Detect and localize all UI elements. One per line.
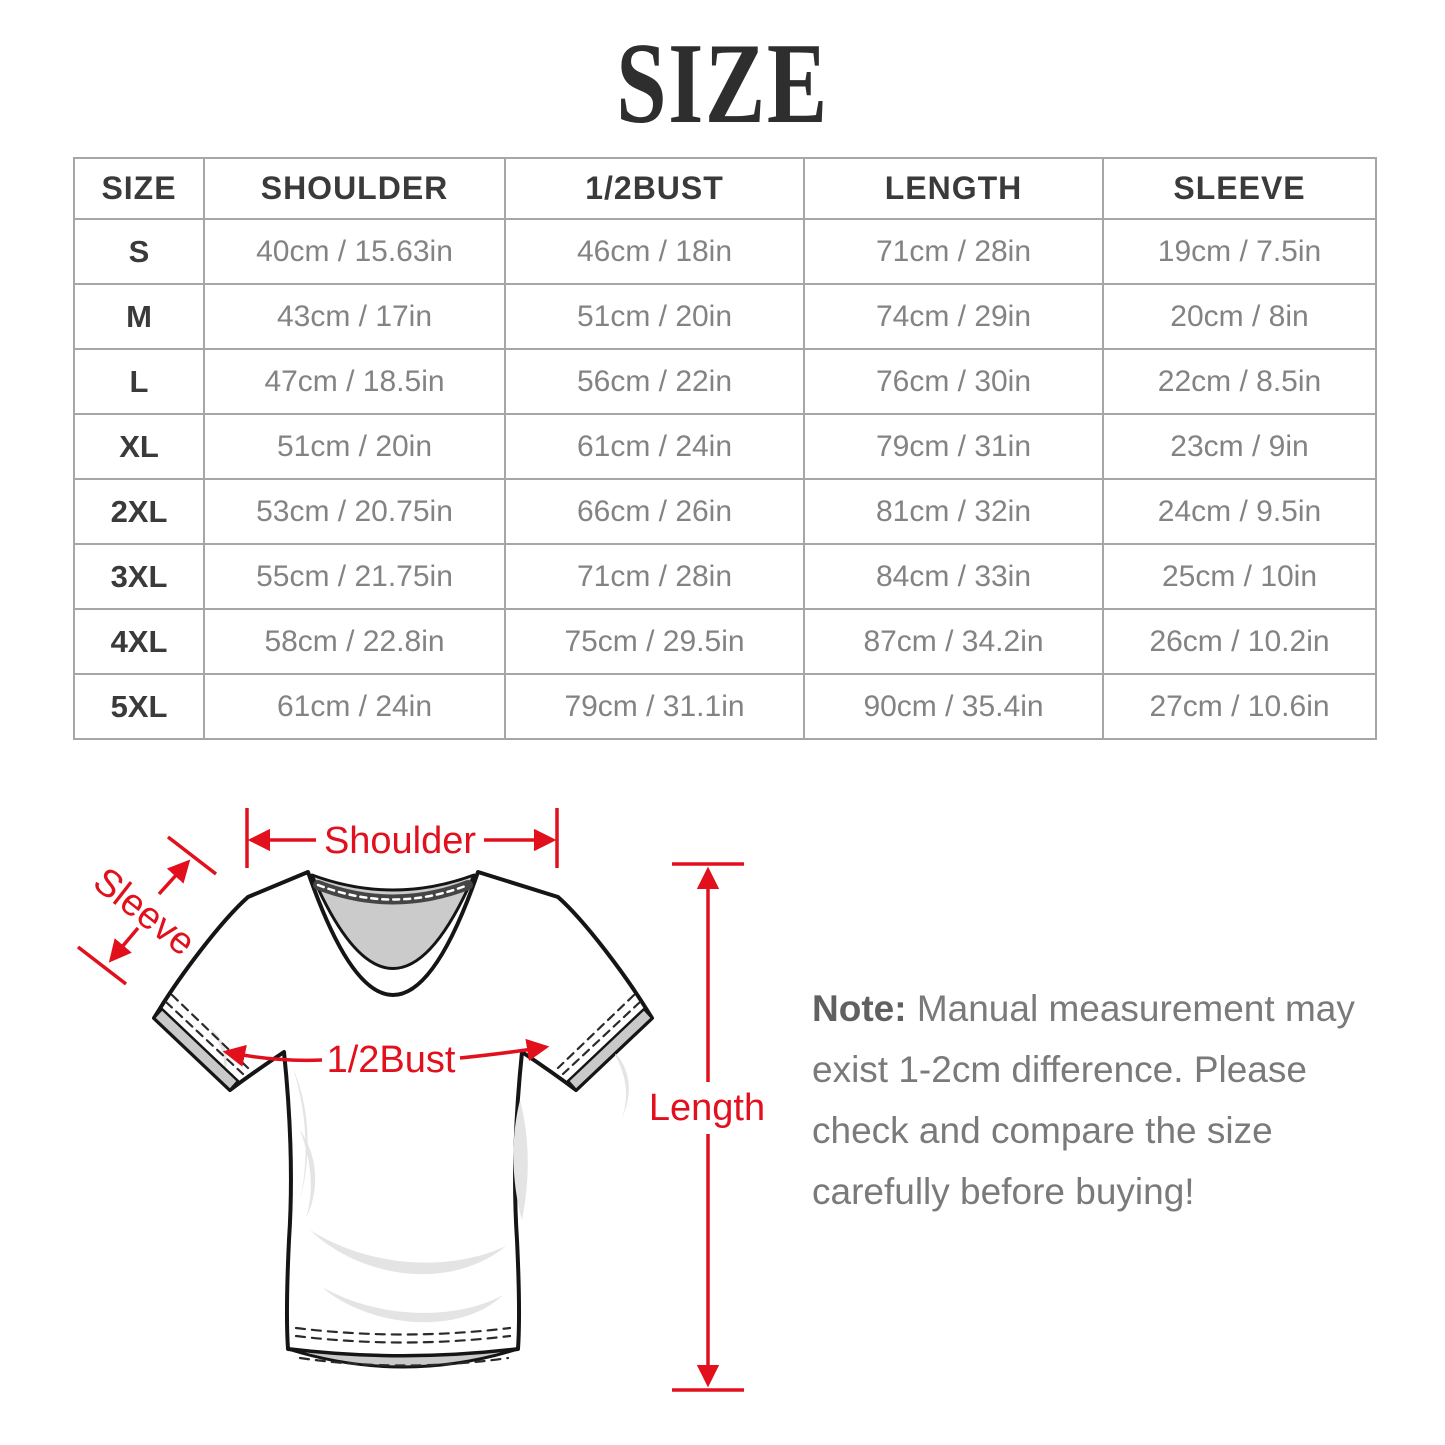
length-cell: 71cm / 28in xyxy=(803,218,1104,285)
halfbust-cell: 46cm / 18in xyxy=(504,218,805,285)
shoulder-label: Shoulder xyxy=(324,820,476,862)
table-row: L 47cm / 18.5in 56cm / 22in 76cm / 30in … xyxy=(73,348,1377,415)
length-label: Length xyxy=(649,1087,765,1129)
tshirt-diagram-svg: Shoulder Sleeve 1/2Bust xyxy=(76,808,765,1392)
shoulder-cell: 55cm / 21.75in xyxy=(203,543,506,610)
sleeve-cell: 22cm / 8.5in xyxy=(1102,348,1377,415)
shoulder-dimension: Shoulder xyxy=(245,808,559,868)
column-header-size: SIZE xyxy=(73,157,205,220)
sleeve-label: Sleeve xyxy=(85,860,202,965)
half-bust-arrow-left xyxy=(222,1044,323,1067)
table-row: 2XL 53cm / 20.75in 66cm / 26in 81cm / 32… xyxy=(73,478,1377,545)
note-line: exist 1-2cm difference. Please xyxy=(812,1049,1307,1090)
size-cell: 2XL xyxy=(73,478,205,545)
halfbust-cell: 71cm / 28in xyxy=(504,543,805,610)
length-cell: 74cm / 29in xyxy=(803,283,1104,350)
page-title: SIZE xyxy=(616,20,829,148)
shoulder-cell: 43cm / 17in xyxy=(203,283,506,350)
length-cell: 90cm / 35.4in xyxy=(803,673,1104,740)
halfbust-cell: 66cm / 26in xyxy=(504,478,805,545)
halfbust-cell: 61cm / 24in xyxy=(504,413,805,480)
bottom-hem-band-stitch xyxy=(298,1356,510,1367)
sleeve-top-tick xyxy=(166,835,218,876)
halfbust-cell: 75cm / 29.5in xyxy=(504,608,805,675)
length-cell: 76cm / 30in xyxy=(803,348,1104,415)
sleeve-arrow-up xyxy=(157,859,191,896)
size-cell: M xyxy=(73,283,205,350)
shoulder-cell: 53cm / 20.75in xyxy=(203,478,506,545)
size-cell: 5XL xyxy=(73,673,205,740)
halfbust-cell: 79cm / 31.1in xyxy=(504,673,805,740)
tshirt-measurement-diagram: Shoulder Sleeve 1/2Bust xyxy=(60,800,780,1445)
table-header-row: SIZE SHOULDER 1/2BUST LENGTH SLEEVE xyxy=(73,157,1377,220)
sleeve-bottom-tick xyxy=(76,945,128,986)
right-sleeve-stitch xyxy=(556,993,642,1076)
column-header-sleeve: SLEEVE xyxy=(1102,157,1377,220)
tshirt-drawing xyxy=(152,870,654,1369)
sleeve-cell: 26cm / 10.2in xyxy=(1102,608,1377,675)
note-text: Manual measurement may xyxy=(916,988,1355,1029)
size-cell: 3XL xyxy=(73,543,205,610)
shoulder-cell: 47cm / 18.5in xyxy=(203,348,506,415)
halfbust-cell: 56cm / 22in xyxy=(504,348,805,415)
collar-tape-stitch xyxy=(316,883,470,901)
right-sleeve-hem xyxy=(566,1007,654,1092)
note-line: check and compare the size xyxy=(812,1110,1273,1151)
table-row: M 43cm / 17in 51cm / 20in 74cm / 29in 20… xyxy=(73,283,1377,350)
sleeve-cell: 27cm / 10.6in xyxy=(1102,673,1377,740)
left-sleeve-hem xyxy=(152,1007,240,1092)
table-row: XL 51cm / 20in 61cm / 24in 79cm / 31in 2… xyxy=(73,413,1377,480)
table-row: 4XL 58cm / 22.8in 75cm / 29.5in 87cm / 3… xyxy=(73,608,1377,675)
column-header-shoulder: SHOULDER xyxy=(203,157,506,220)
sleeve-cell: 19cm / 7.5in xyxy=(1102,218,1377,285)
sleeve-cell: 23cm / 9in xyxy=(1102,413,1377,480)
table-row: 5XL 61cm / 24in 79cm / 31.1in 90cm / 35.… xyxy=(73,673,1377,740)
size-cell: XL xyxy=(73,413,205,480)
size-cell: S xyxy=(73,218,205,285)
half-bust-arrow-right xyxy=(459,1038,550,1062)
half-bust-label: 1/2Bust xyxy=(327,1039,456,1081)
sleeve-cell: 25cm / 10in xyxy=(1102,543,1377,610)
note-label: Note: xyxy=(812,988,907,1029)
length-cell: 84cm / 33in xyxy=(803,543,1104,610)
size-cell: 4XL xyxy=(73,608,205,675)
table-row: S 40cm / 15.63in 46cm / 18in 71cm / 28in… xyxy=(73,218,1377,285)
table-row: 3XL 55cm / 21.75in 71cm / 28in 84cm / 33… xyxy=(73,543,1377,610)
note-line: carefully before buying! xyxy=(812,1171,1195,1212)
sleeve-cell: 24cm / 9.5in xyxy=(1102,478,1377,545)
column-header-halfbust: 1/2BUST xyxy=(504,157,805,220)
column-header-length: LENGTH xyxy=(803,157,1104,220)
shoulder-cell: 51cm / 20in xyxy=(203,413,506,480)
length-dimension: Length xyxy=(649,862,765,1392)
measurement-note: Note: Manual measurement may exist 1-2cm… xyxy=(812,978,1355,1222)
sleeve-cell: 20cm / 8in xyxy=(1102,283,1377,350)
size-table: SIZE SHOULDER 1/2BUST LENGTH SLEEVE S 40… xyxy=(73,157,1377,740)
size-cell: L xyxy=(73,348,205,415)
shoulder-cell: 61cm / 24in xyxy=(203,673,506,740)
note-line: Note: Manual measurement may xyxy=(812,978,1355,1039)
shoulder-cell: 58cm / 22.8in xyxy=(203,608,506,675)
length-cell: 79cm / 31in xyxy=(803,413,1104,480)
halfbust-cell: 51cm / 20in xyxy=(504,283,805,350)
half-bust-dimension: 1/2Bust xyxy=(222,1038,550,1081)
length-cell: 87cm / 34.2in xyxy=(803,608,1104,675)
length-cell: 81cm / 32in xyxy=(803,478,1104,545)
shoulder-cell: 40cm / 15.63in xyxy=(203,218,506,285)
sleeve-arrow-down xyxy=(108,926,140,963)
